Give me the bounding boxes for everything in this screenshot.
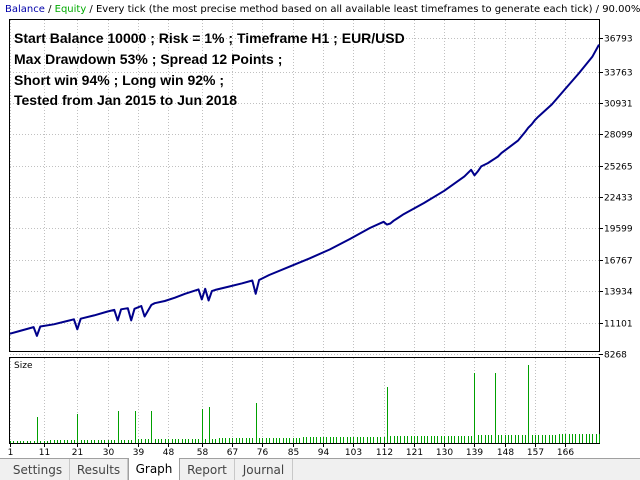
- y-tick-label: 30931: [604, 100, 633, 110]
- chart-canvas: 36793 33763 30931 28099 25265 22433 19599 16767…: [7, 19, 633, 458]
- x-tick-label: 139: [466, 448, 483, 458]
- x-tick-label: 11: [39, 448, 50, 458]
- balance-line: [9, 44, 600, 337]
- y-tick-label: 36793: [604, 35, 633, 45]
- backtest-chart: 36793 33763 30931 28099 25265 22433 19599 16767…: [5, 4, 640, 458]
- annotation-line-2: Max Drawdown 53% ; Spread 12 Points ;: [14, 51, 283, 67]
- x-tick-label: 58: [197, 448, 209, 458]
- x-tick-label: 166: [557, 448, 574, 458]
- legend-equity: Equity: [54, 4, 87, 15]
- x-tick-label: 94: [318, 448, 330, 458]
- x-tick-label: 76: [257, 448, 269, 458]
- legend-separator: /: [44, 4, 55, 15]
- tab-settings[interactable]: Settings: [6, 459, 70, 480]
- x-tick-label: 85: [288, 448, 299, 458]
- y-tick-label: 16767: [604, 257, 633, 267]
- tester-tab-bar: Settings Results Graph Report Journal: [0, 458, 640, 480]
- tab-journal[interactable]: Journal: [235, 459, 293, 480]
- tab-results[interactable]: Results: [70, 459, 128, 480]
- annotation-line-4: Tested from Jan 2015 to Jun 2018: [14, 92, 238, 108]
- y-tick-label: 22433: [604, 194, 633, 204]
- legend-balance: Balance: [5, 4, 45, 15]
- y-tick-label: 28099: [604, 131, 633, 141]
- size-bars: [10, 365, 600, 443]
- y-tick-label: 13934: [604, 288, 633, 298]
- x-tick-label: 112: [376, 448, 393, 458]
- chart-legend: Balance / Equity / Every tick (the most …: [5, 4, 640, 15]
- x-tick-label: 30: [103, 448, 115, 458]
- x-tick-label: 1: [8, 448, 14, 458]
- legend-description: / Every tick (the most precise method ba…: [86, 4, 640, 15]
- y-tick-label: 11101: [604, 320, 633, 330]
- y-tick-label: 19599: [604, 225, 633, 235]
- x-tick-label: 103: [345, 448, 362, 458]
- x-tick-label: 67: [227, 448, 238, 458]
- x-tick-label: 21: [72, 448, 83, 458]
- size-plot-frame: [9, 357, 600, 444]
- x-tick-label: 39: [133, 448, 145, 458]
- y-tick-label: 8268: [604, 351, 627, 361]
- annotation-line-1: Start Balance 10000 ; Risk = 1% ; Timefr…: [14, 30, 405, 46]
- x-tick-label: 157: [527, 448, 544, 458]
- size-panel-label: Size: [14, 361, 33, 371]
- tab-report[interactable]: Report: [180, 459, 235, 480]
- x-tick-label: 48: [163, 448, 175, 458]
- y-tick-label: 25265: [604, 163, 633, 173]
- x-tick-label: 130: [436, 448, 453, 458]
- y-axis-ticks: 36793 33763 30931 28099 25265 22433 19599 16767…: [599, 35, 633, 361]
- x-tick-label: 121: [406, 448, 423, 458]
- annotation-line-3: Short win 94% ; Long win 92% ;: [14, 72, 225, 88]
- x-axis-ticks: 1 11 21 30 39 48 58 67 76 85 94 103 112 121 130 139 148 1…: [8, 443, 574, 458]
- x-tick-label: 148: [497, 448, 514, 458]
- main-plot-frame: [9, 19, 600, 352]
- y-tick-label: 33763: [604, 69, 633, 79]
- tab-graph[interactable]: Graph: [128, 458, 180, 480]
